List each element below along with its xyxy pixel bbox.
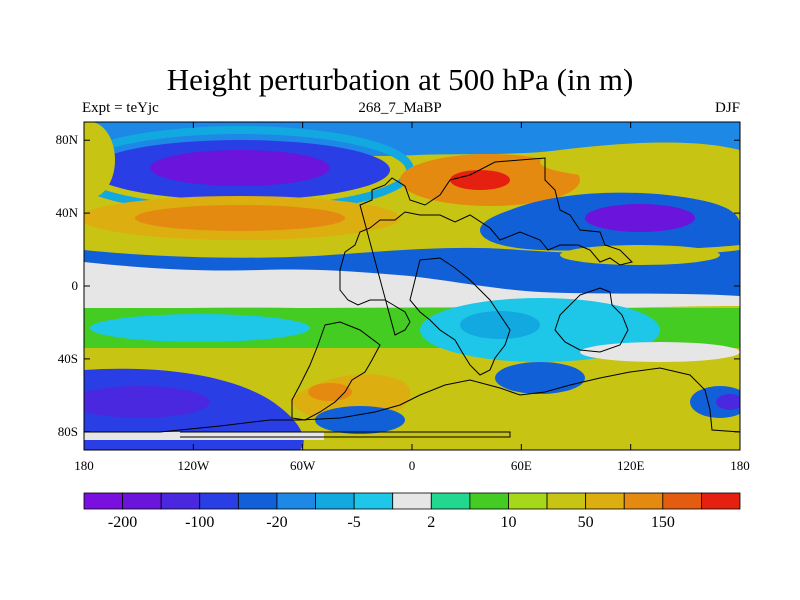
- field-north-orange-core: [135, 205, 345, 231]
- chart-title: Height perturbation at 500 hPa (in m): [166, 62, 634, 97]
- coastline-australia: [554, 287, 629, 353]
- colorbar: -200 -100 -20 -5 2 10 50 150: [83, 492, 741, 531]
- colorbar-swatch: [623, 492, 664, 510]
- x-tick-label: 120W: [177, 458, 210, 473]
- colorbar-swatch: [276, 492, 316, 510]
- coastline-africa: [409, 257, 511, 376]
- period-label: 268_7_MaBP: [358, 100, 442, 116]
- y-tick-label: 40S: [58, 351, 78, 366]
- field-south-tropical-blue-core: [460, 311, 540, 339]
- colorbar-swatch: [237, 492, 278, 510]
- field-equator-grey: [84, 262, 740, 309]
- x-axis: 180 120W 60W 0 60E 120E 180: [74, 122, 750, 473]
- field-south-indian-low: [495, 362, 585, 394]
- colorbar-swatch: [546, 492, 587, 510]
- field-asia-low-core: [585, 204, 695, 232]
- y-tick-label: 0: [72, 278, 79, 293]
- colorbar-label: -20: [266, 514, 287, 531]
- colorbar-label: 10: [500, 514, 516, 531]
- colorbar-swatch: [199, 492, 239, 510]
- field-arctic-blue: [84, 122, 115, 198]
- coastline-eurasia: [339, 157, 633, 336]
- colorbar-swatch: [353, 492, 394, 510]
- coastlines: [84, 157, 740, 438]
- colorbar-swatch: [585, 492, 625, 510]
- y-tick-label: 40N: [56, 205, 79, 220]
- field-asia-north-yellow: [540, 146, 740, 178]
- x-tick-label: 120E: [617, 458, 645, 473]
- colorbar-label: -5: [347, 514, 360, 531]
- field-south-west-cyan: [90, 314, 310, 342]
- x-tick-label: 60E: [511, 458, 532, 473]
- colorbar-label: 150: [651, 514, 675, 531]
- colorbar-label: 50: [578, 514, 594, 531]
- coastline-antarctic-shelf: [180, 431, 511, 438]
- season-label: DJF: [714, 100, 740, 116]
- field-north-pacific-low-core: [150, 150, 330, 186]
- field-south-polar-strip: [84, 432, 324, 440]
- colorbar-swatch: [701, 492, 741, 510]
- colorbar-label: -100: [185, 514, 214, 531]
- experiment-label: Expt = teYjc: [82, 100, 159, 116]
- field-asia-high-core: [450, 170, 510, 190]
- colorbar-label: 2: [427, 514, 435, 531]
- colorbar-swatch: [662, 492, 702, 510]
- colorbar-swatch: [508, 492, 548, 510]
- coastline-south-america: [291, 321, 381, 421]
- field-south-atlantic-low: [315, 406, 405, 434]
- colorbar-swatch: [392, 492, 432, 510]
- y-tick-label: 80S: [58, 424, 78, 439]
- field-south-east-low: [690, 386, 740, 418]
- x-tick-label: 0: [409, 458, 416, 473]
- colorbar-swatch: [160, 492, 201, 510]
- field-tropical-yellow-east: [560, 245, 720, 265]
- colorbar-swatch: [122, 492, 162, 510]
- colorbar-swatch: [469, 492, 509, 510]
- field-south-east-low-core: [716, 394, 740, 410]
- colorbar-swatch: [430, 492, 471, 510]
- coastline-antarctica: [84, 367, 740, 433]
- colorbar-swatch: [83, 492, 123, 510]
- x-tick-label: 180: [730, 458, 750, 473]
- colorbar-label: -200: [108, 514, 137, 531]
- x-tick-label: 180: [74, 458, 94, 473]
- colorbar-swatch: [315, 492, 355, 510]
- y-axis: 80N 40N 0 40S 80S: [56, 132, 740, 439]
- y-tick-label: 80N: [56, 132, 79, 147]
- field-south-pacific-low-core: [84, 386, 210, 418]
- field-south-grey-strip: [580, 342, 740, 362]
- x-tick-label: 60W: [290, 458, 316, 473]
